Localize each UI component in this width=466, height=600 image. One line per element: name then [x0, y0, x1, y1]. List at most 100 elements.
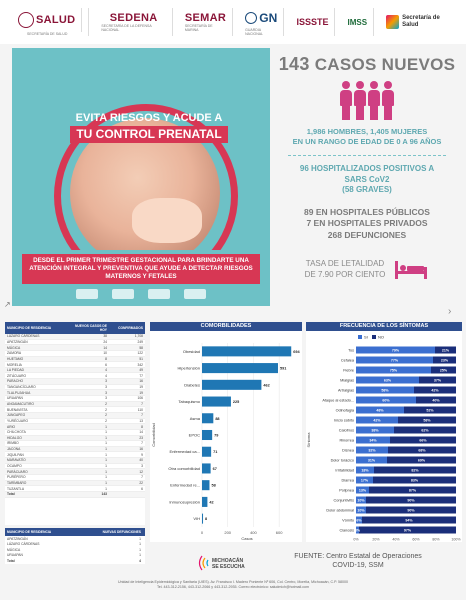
table-cell: 7 [141, 402, 143, 406]
hospital-bed-icon [395, 260, 428, 279]
footer-address: Unidad de Inteligencia Epidemiológica y … [117, 580, 349, 590]
bar-no [404, 406, 456, 414]
x-tick-label: 100% [451, 538, 461, 542]
table-cell: 1 [105, 486, 107, 491]
table-cell: 10 [103, 351, 107, 356]
data-label: 94% [405, 518, 413, 522]
table-row: HIDALGO 1 23 [5, 435, 145, 442]
data-label: 79 [214, 434, 218, 438]
data-label: 13% [359, 488, 367, 492]
data-label: 38% [371, 428, 379, 432]
bar-si [356, 426, 394, 434]
lethality-row: TASA DE LETALIDAD DE 7.90 POR CIENTO [276, 259, 458, 281]
bar-no [373, 476, 456, 484]
table-row: MÚGICA 1 [5, 547, 145, 553]
data-label: 25% [440, 368, 448, 372]
bar [202, 463, 211, 474]
table-cell: 2 [105, 407, 107, 412]
data-label: 52% [426, 408, 434, 412]
category-label: Enfermedad re... [170, 483, 200, 488]
table-cell: 1 [105, 424, 107, 429]
table-cell: 4 [105, 368, 107, 373]
table-cell: 1 [139, 547, 141, 552]
table-cell: 1 [105, 464, 107, 469]
category-label: Odinofagia [336, 409, 355, 413]
table-cell: TLALPUJAHUA [7, 390, 31, 395]
bar-si [356, 526, 359, 534]
data-label: 3% [355, 528, 361, 532]
table-cell: 14 [139, 430, 143, 435]
table-cell: JUNGAPEO [7, 413, 26, 418]
data-label: 21% [442, 348, 450, 352]
next-icon[interactable]: › [448, 306, 452, 317]
table-cell: IRIMBO [7, 441, 19, 446]
legend-swatch [372, 335, 376, 339]
sedena-logo: SEDENA SECRETARÍA DE LA DEFENSA NACIONAL [95, 8, 173, 36]
logo-michoacan-icon [148, 288, 170, 299]
data-label: 62% [421, 428, 429, 432]
table-cell: PARÁCUARO [7, 469, 28, 474]
bar-no [359, 526, 456, 534]
table-cell: 38 [103, 334, 107, 339]
table-cell: 106 [137, 396, 143, 401]
table-row: TLALPUJAHUA 3 19 [5, 390, 145, 397]
bar-no [431, 366, 456, 374]
category-label: Dolor torácico [331, 459, 354, 463]
table-cell: 4 [105, 373, 107, 378]
table-cell: MÚGICA [7, 345, 21, 350]
data-label: 37% [434, 378, 442, 382]
table-cell: 58 [139, 345, 143, 350]
table-cell: APATZINGÁN [7, 536, 28, 541]
table-cell: 3 [141, 464, 143, 469]
table-cell: LA PIEDAD [7, 368, 25, 373]
y-axis-label: Comorbilidad [151, 423, 156, 447]
data-label: 66% [419, 438, 427, 442]
category-label: Vómito [342, 519, 354, 523]
gender-ratio: 1,986 HOMBRES, 1,405 MUJERES EN UN RANGO… [292, 127, 442, 147]
bar-si [356, 496, 366, 504]
table-row: MORELIA 6 342 [5, 362, 145, 368]
data-label: 97% [404, 528, 412, 532]
table-cell: 12 [139, 469, 143, 474]
table-cell: URUAPAN [7, 553, 23, 558]
share-icon[interactable]: ↗ [4, 300, 11, 309]
header-logos: SALUD SECRETARÍA DE SALUD SEDENA SECRETA… [0, 0, 466, 44]
data-label: 34% [369, 438, 377, 442]
bar [202, 413, 214, 424]
category-label: Ataque al estado... [322, 399, 354, 403]
table-cell: 1 [105, 480, 107, 485]
data-label: 69% [418, 458, 426, 462]
table-cell: 6 [141, 486, 143, 491]
table-cell: 1 [105, 430, 107, 435]
x-tick-label: 40% [392, 538, 400, 542]
table-cell: 49 [139, 368, 143, 373]
bar-si [356, 356, 433, 364]
category-label: Conjuntivitis [334, 499, 355, 503]
table-cell: 51 [139, 356, 143, 361]
data-label: 42% [431, 388, 439, 392]
table-cell: 3 [105, 390, 107, 395]
data-label: 75% [390, 368, 398, 372]
table-cell: BUENAVISTA [7, 407, 28, 412]
data-label: 60% [382, 398, 390, 402]
table-cell: 1 [105, 469, 107, 474]
bar-si [356, 516, 362, 524]
category-label: Rinorrea [339, 439, 354, 443]
table-cell: ZITÁCUARO [7, 373, 27, 378]
data-label: 48% [376, 408, 384, 412]
data-label: 462 [263, 383, 269, 387]
data-label: 17% [361, 478, 369, 482]
table-cell: LÁZARO CÁRDENAS [7, 334, 40, 339]
bar-no [362, 516, 456, 524]
bar-si [356, 506, 366, 514]
x-tick-label: 400 [250, 530, 257, 535]
source-text: FUENTE: Centro Estatal de Operaciones CO… [294, 553, 422, 570]
bar-no [419, 376, 456, 384]
table-row: YURÉCUARO 2 13 [5, 419, 145, 425]
bar-si [356, 466, 374, 474]
category-label: Obesidad [183, 349, 200, 354]
table-row: ZITÁCUARO 4 77 [5, 373, 145, 380]
table-row: MARAVATÍO 1 40 [5, 458, 145, 464]
bar-si [356, 406, 404, 414]
